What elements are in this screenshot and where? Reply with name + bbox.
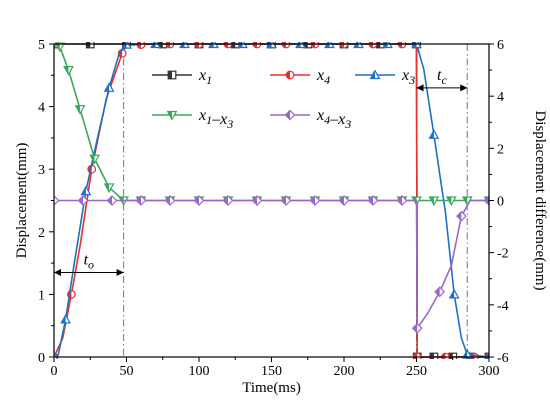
legend-label-0: x1 — [198, 67, 212, 87]
y-left-tick-label-2: 2 — [38, 226, 45, 241]
series-4-point-6-fill — [136, 195, 141, 206]
series-4-point-32-fill — [484, 195, 489, 206]
series-4-point-18-fill — [310, 195, 315, 206]
series-4-point-28-fill — [435, 287, 440, 297]
y-right-tick-label-0: -6 — [497, 351, 509, 366]
series-3-point-5-fill — [104, 183, 110, 192]
y-right-tick-label-1: -4 — [497, 299, 509, 314]
legend-item-2: x3 — [355, 67, 415, 87]
series-4-point-0 — [54, 195, 60, 206]
series-2-point-24-fill — [354, 42, 359, 48]
series-2-point-2-fill — [61, 315, 66, 323]
series-4 — [54, 195, 489, 334]
legend-item-0: x1 — [152, 67, 212, 87]
y-right-axis-title: Displacement difference(mm) — [532, 110, 548, 290]
series-4-point-26-fill — [412, 323, 418, 333]
series-4-point-30-fill — [456, 211, 462, 221]
series-3-point-19-fill — [446, 197, 452, 205]
x-tick-label-2: 100 — [189, 364, 210, 379]
legend: x1 x4 x3 x1–x3 x4–x3 — [152, 67, 415, 131]
y-right-tick-label-3: 0 — [497, 195, 504, 210]
y-left-tick-label-4: 4 — [38, 101, 45, 116]
annotation-0-arrow-right — [116, 268, 124, 276]
series-2-point-28-fill — [412, 42, 417, 48]
legend-label-3: x1–x3 — [198, 107, 233, 131]
legend-item-1: x4 — [270, 67, 330, 87]
annotations: to tc — [54, 67, 468, 276]
annotation-1-label: tc — [437, 67, 447, 87]
series-2-point-16-fill — [238, 42, 243, 48]
annotation-1-arrow-left — [416, 84, 424, 92]
y-right-tick-label-6: 6 — [497, 38, 504, 53]
series-2-point-10-fill — [151, 42, 156, 48]
x-tick-label-4: 200 — [334, 364, 355, 379]
series-4-point-24-fill — [397, 195, 402, 206]
legend-label-4: x4–x3 — [316, 107, 351, 131]
series-0-point-13-fill — [448, 353, 453, 359]
y-right-tick-label-2: -2 — [497, 247, 509, 262]
series-2-point-20-fill — [296, 42, 301, 48]
series-4-point-8-fill — [165, 195, 170, 206]
y-left-tick-label-3: 3 — [38, 163, 45, 178]
annotation-0-arrow-left — [54, 268, 61, 276]
y-left-tick-label-1: 1 — [38, 288, 45, 303]
series-3-point-4-fill — [90, 155, 95, 164]
legend-marker-0-fill — [168, 71, 172, 79]
series-2-point-32-fill — [449, 290, 455, 298]
y-right-tick-label-4: 2 — [497, 142, 504, 157]
series-4-point-4-fill — [107, 195, 112, 206]
x-axis-title: Time(ms) — [242, 380, 301, 396]
series-2-point-12-fill — [180, 42, 185, 48]
series-3-point-1-fill — [55, 43, 60, 51]
series-0-point-9-fill — [376, 42, 381, 48]
series-4-point-12-fill — [223, 195, 228, 206]
series-0-point-3-fill — [158, 42, 163, 48]
series-2-point-14-fill — [209, 42, 214, 48]
x-tick-label-1: 50 — [120, 364, 134, 379]
legend-marker-4-fill — [285, 110, 290, 120]
x-tick-label-0: 0 — [51, 364, 58, 379]
series-3-point-2-fill — [64, 66, 69, 75]
series-4-point-10-fill — [194, 195, 199, 206]
legend-item-3: x1–x3 — [152, 107, 233, 131]
series-2-point-4-fill — [81, 186, 86, 195]
legend-label-2: x3 — [401, 67, 415, 87]
y-left-axis-title: Displacement(mm) — [14, 143, 30, 259]
axes: 0 50 100 150 200 250 300 0 1 2 3 4 5 -6 -4 -2 0 2 4 6 Time(m… — [14, 38, 548, 396]
series-0-point-5-fill — [231, 42, 236, 48]
x-tick-label-5: 250 — [406, 364, 427, 379]
series-0-point-12-fill — [430, 353, 434, 359]
series-2-point-26-fill — [383, 42, 388, 48]
y-left-tick-label-0: 0 — [38, 351, 45, 366]
annotation-0-label: to — [84, 251, 94, 271]
x-tick-label-3: 150 — [261, 364, 282, 379]
annotation-1-arrow-right — [460, 84, 468, 92]
annotation-1: tc — [416, 67, 468, 92]
series-4-point-14-fill — [252, 195, 257, 206]
y-right-tick-label-5: 4 — [497, 90, 504, 105]
series-line-4 — [54, 199, 489, 330]
series-0-point-7-fill — [303, 42, 308, 48]
series-4-point-22-fill — [368, 195, 373, 206]
series-4-point-2-fill — [78, 195, 83, 206]
series-0-point-1-fill — [86, 42, 91, 48]
series-2-point-6-fill — [104, 83, 110, 92]
series-3-point-20-fill — [462, 197, 468, 205]
legend-marker-3-fill — [167, 111, 172, 120]
series-2-point-22-fill — [325, 42, 330, 48]
legend-marker-2-fill — [370, 70, 375, 79]
legend-label-1: x4 — [316, 67, 330, 87]
annotation-0: to — [54, 251, 124, 276]
series-2-point-18-fill — [267, 42, 272, 48]
series-4-point-20-fill — [339, 195, 344, 206]
legend-marker-1-fill — [286, 71, 290, 79]
legend-item-4: x4–x3 — [270, 107, 351, 131]
series-3-point-18-fill — [429, 197, 434, 205]
y-left-tick-label-5: 5 — [38, 38, 45, 53]
series-4-point-16-fill — [281, 195, 286, 206]
x-tick-label-6: 300 — [479, 364, 500, 379]
series-3-point-3-fill — [75, 105, 81, 114]
